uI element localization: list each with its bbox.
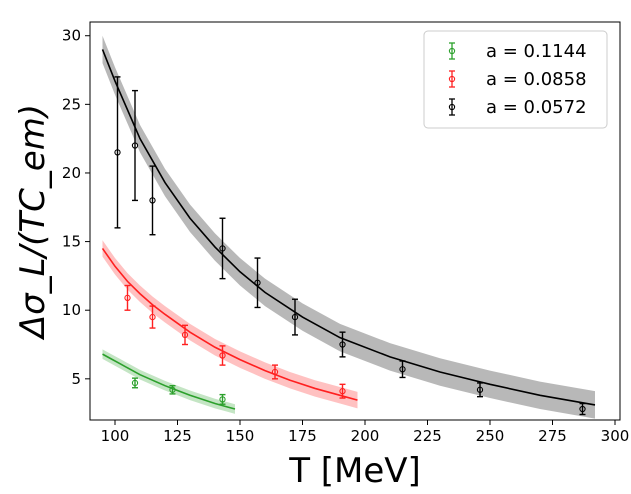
- data-point: [399, 366, 406, 373]
- fit-band-2: [102, 35, 595, 419]
- legend-marker: [448, 47, 456, 55]
- data-point: [149, 197, 156, 204]
- fit-lines: [101, 49, 596, 410]
- fit-line-0: [102, 353, 236, 410]
- data-point: [271, 368, 279, 376]
- axes-frame: [89, 21, 621, 421]
- fit-band-1: [102, 240, 358, 409]
- legend-marker: [448, 75, 456, 83]
- data-points: [114, 76, 586, 416]
- data-point: [291, 313, 299, 321]
- x-tick-label: 225: [413, 427, 442, 445]
- data-point: [149, 313, 156, 321]
- x-tick-label: 200: [351, 427, 380, 445]
- y-tick-label: 10: [62, 301, 81, 319]
- data-point: [131, 379, 139, 387]
- data-point: [131, 142, 139, 149]
- legend-box: [423, 30, 608, 129]
- data-point: [114, 149, 121, 156]
- legend-label: a = 0.0572: [486, 97, 587, 118]
- y-tick-label: 25: [62, 95, 81, 113]
- x-tick-label: 125: [163, 427, 192, 445]
- data-point: [254, 279, 261, 286]
- data-point: [181, 331, 189, 339]
- x-tick-label: 275: [538, 427, 567, 445]
- y-tick-label: 30: [62, 27, 81, 45]
- y-tick-label: 5: [71, 370, 81, 388]
- legend-marker: [448, 103, 456, 111]
- data-point: [476, 386, 484, 393]
- fit-band-0: [102, 349, 235, 414]
- x-tick-label: 250: [476, 427, 505, 445]
- fit-line-1: [101, 247, 358, 401]
- legend-label: a = 0.1144: [486, 41, 587, 62]
- data-point: [219, 352, 226, 359]
- data-point: [219, 245, 226, 252]
- x-tick-label: 100: [101, 427, 130, 445]
- data-point: [339, 341, 346, 348]
- y-axis-label: Δσ_L/(TC_em): [13, 104, 53, 341]
- y-axis-ticks: 5 10 15 20 25 30: [62, 27, 90, 388]
- data-point: [579, 405, 586, 413]
- data-point: [339, 388, 346, 395]
- legend-label: a = 0.0858: [486, 69, 587, 90]
- x-tick-label: 175: [288, 427, 317, 445]
- x-tick-label: 300: [601, 427, 630, 445]
- x-axis-ticks: 100 125 150 175 200 225 250 275 300: [101, 420, 630, 445]
- y-tick-label: 20: [62, 164, 81, 182]
- data-point: [124, 294, 131, 302]
- fit-line-2: [101, 49, 596, 406]
- fit-bands: [102, 35, 595, 419]
- x-tick-label: 150: [226, 427, 255, 445]
- data-point: [169, 386, 176, 393]
- x-axis-label: T [MeV]: [288, 451, 421, 491]
- y-tick-label: 15: [62, 233, 81, 251]
- data-point: [219, 396, 226, 403]
- legend: a = 0.1144 a = 0.0858 a = 0.0572: [423, 30, 608, 129]
